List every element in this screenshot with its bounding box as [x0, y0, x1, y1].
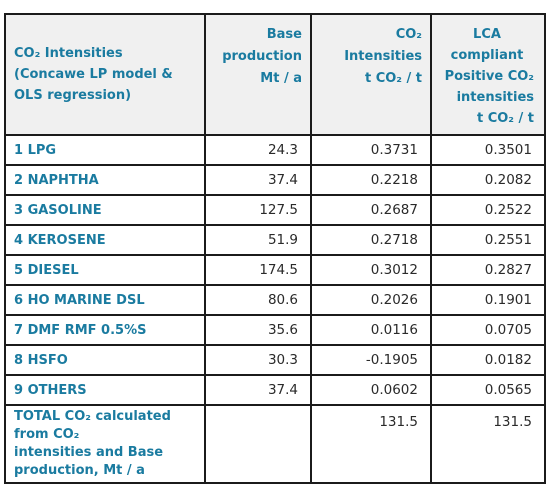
row-base-production: 24.3	[204, 134, 312, 166]
row-co2-intensity: 0.0116	[310, 314, 432, 346]
header-title-line-3: OLS regression)	[14, 88, 132, 103]
row-label: 7 DMF RMF 0.5%S	[4, 314, 206, 346]
total-row: TOTAL CO₂ calculated from CO₂ intensitie…	[4, 404, 546, 484]
header-title-line-2: (Concawe LP model &	[14, 67, 173, 82]
header-lca-line-2: compliant	[450, 48, 524, 63]
co2-intensities-table-container: CO₂ Intensities (Concawe LP model & OLS …	[4, 13, 546, 484]
header-title: CO₂ Intensities (Concawe LP model & OLS …	[4, 13, 206, 136]
header-base-line-2: production	[222, 49, 302, 64]
row-co2-intensity: 0.2026	[310, 284, 432, 316]
row-lca-intensity: 0.0182	[430, 344, 546, 376]
row-lca-intensity: 0.2827	[430, 254, 546, 286]
row-lca-intensity: 0.2082	[430, 164, 546, 196]
header-lca-compliant: LCA compliant Positive CO₂ intensities t…	[430, 13, 546, 136]
row-base-production: 51.9	[204, 224, 312, 256]
table-row: 2 NAPHTHA 37.4 0.2218 0.2082	[4, 164, 546, 196]
total-label-line-2: intensities and Base production, Mt / a	[14, 445, 164, 478]
co2-intensities-table: CO₂ Intensities (Concawe LP model & OLS …	[4, 13, 546, 484]
row-label: 4 KEROSENE	[4, 224, 206, 256]
total-label: TOTAL CO₂ calculated from CO₂ intensitie…	[4, 404, 206, 484]
row-co2-intensity: 0.2218	[310, 164, 432, 196]
row-lca-intensity: 0.3501	[430, 134, 546, 166]
row-lca-intensity: 0.2522	[430, 194, 546, 226]
row-base-production: 174.5	[204, 254, 312, 286]
header-lca-line-5: t CO₂ / t	[476, 111, 534, 126]
header-lca-line-1: LCA	[473, 27, 501, 42]
header-base-line-1: Base	[266, 27, 302, 42]
row-base-production: 35.6	[204, 314, 312, 346]
row-lca-intensity: 0.2551	[430, 224, 546, 256]
table-row: 1 LPG 24.3 0.3731 0.3501	[4, 134, 546, 166]
row-co2-intensity: -0.1905	[310, 344, 432, 376]
row-co2-intensity: 0.2718	[310, 224, 432, 256]
header-co2-line-2: Intensities	[344, 49, 422, 64]
total-co2: 131.5	[310, 404, 432, 484]
header-co2-line-1: CO₂	[395, 27, 422, 42]
table-row: 8 HSFO 30.3 -0.1905 0.0182	[4, 344, 546, 376]
row-lca-intensity: 0.1901	[430, 284, 546, 316]
header-lca-line-4: intensities	[456, 90, 534, 105]
header-co2-line-3: t CO₂ / t	[364, 71, 422, 86]
row-co2-intensity: 0.3731	[310, 134, 432, 166]
row-label: 6 HO MARINE DSL	[4, 284, 206, 316]
table-row: 4 KEROSENE 51.9 0.2718 0.2551	[4, 224, 546, 256]
row-base-production: 30.3	[204, 344, 312, 376]
row-co2-intensity: 0.2687	[310, 194, 432, 226]
row-label: 1 LPG	[4, 134, 206, 166]
total-label-line-1: TOTAL CO₂ calculated from CO₂	[14, 409, 171, 442]
header-base-production: Base production Mt / a	[204, 13, 312, 136]
row-base-production: 80.6	[204, 284, 312, 316]
total-lca: 131.5	[430, 404, 546, 484]
row-co2-intensity: 0.3012	[310, 254, 432, 286]
header-row: CO₂ Intensities (Concawe LP model & OLS …	[4, 13, 546, 136]
row-lca-intensity: 0.0565	[430, 374, 546, 406]
table-row: 3 GASOLINE 127.5 0.2687 0.2522	[4, 194, 546, 226]
row-label: 9 OTHERS	[4, 374, 206, 406]
header-title-line-1: CO₂ Intensities	[14, 46, 123, 61]
row-base-production: 37.4	[204, 374, 312, 406]
header-co2-intensities: CO₂ Intensities t CO₂ / t	[310, 13, 432, 136]
table-row: 5 DIESEL 174.5 0.3012 0.2827	[4, 254, 546, 286]
header-base-line-3: Mt / a	[260, 71, 302, 86]
row-label: 3 GASOLINE	[4, 194, 206, 226]
table-row: 6 HO MARINE DSL 80.6 0.2026 0.1901	[4, 284, 546, 316]
row-label: 8 HSFO	[4, 344, 206, 376]
table-row: 9 OTHERS 37.4 0.0602 0.0565	[4, 374, 546, 406]
row-label: 2 NAPHTHA	[4, 164, 206, 196]
table-row: 7 DMF RMF 0.5%S 35.6 0.0116 0.0705	[4, 314, 546, 346]
row-base-production: 37.4	[204, 164, 312, 196]
row-base-production: 127.5	[204, 194, 312, 226]
header-lca-line-3: Positive CO₂	[444, 69, 534, 84]
row-co2-intensity: 0.0602	[310, 374, 432, 406]
total-base-cell	[204, 404, 312, 484]
row-label: 5 DIESEL	[4, 254, 206, 286]
row-lca-intensity: 0.0705	[430, 314, 546, 346]
